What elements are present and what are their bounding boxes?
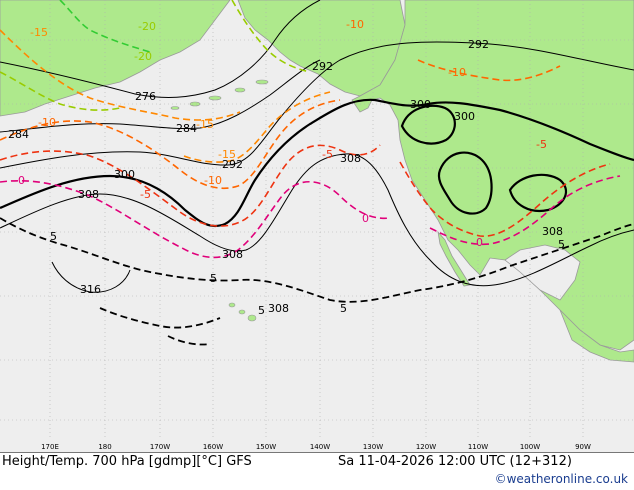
land-central-america [559,309,634,363]
height-label: 308 [542,225,563,238]
height-label: 292 [222,158,243,171]
isotherm-5 [0,217,634,303]
temp-label: 5 [558,238,565,251]
lon-label: 140W [309,443,331,451]
land-baja [437,230,471,287]
temp-label: -15 [218,148,236,161]
height-label: 308 [78,188,99,201]
lon-label: 110W [467,443,489,451]
temp-label: -10 [204,174,222,187]
lon-label: 170W [149,443,171,451]
height-label: 284 [176,122,197,135]
contour-276 [0,0,321,98]
temp-label: 5 [340,302,347,315]
lon-label: 100W [519,443,541,451]
temp-label: -20 [138,20,156,33]
isotherm-m25 [59,0,151,53]
temp-label: 5 [258,304,265,317]
isotherm-m10b [417,59,561,82]
lon-label: 170E [41,443,59,451]
footer-divider [0,452,634,453]
isotherm-m5 [0,144,381,227]
height-label: 292 [312,60,333,73]
height-label: 300 [410,98,431,111]
isotherm-m15b [183,91,331,163]
aleutian-islands [170,79,269,110]
lon-label: 150W [255,443,277,451]
land-siberia [0,0,231,117]
temp-label: -15 [196,118,214,131]
isotherm-m5b [399,161,611,237]
lon-label: 180 [98,443,112,451]
temp-label: 5 [210,272,217,285]
contour-308 [0,153,634,287]
height-label: 308 [222,248,243,261]
temp-label: 0 [476,236,483,249]
isotherm-m20 [0,71,121,111]
height-labels: 276 284 284 292 292 292 300 300 300 308 … [8,38,563,315]
temp-label: -10 [448,66,466,79]
height-label: 276 [135,90,156,103]
temp-label: -5 [140,188,151,201]
valid-time: Sa 11-04-2026 12:00 UTC (12+312) [338,454,572,469]
height-contours [0,0,634,293]
contour-300-closed-1 [400,104,456,145]
contour-300-thick [0,98,634,228]
temp-label: 0 [362,212,369,225]
isotherm-5b [99,307,221,329]
gulf-of-mexico [504,244,581,301]
map-title: Height/Temp. 700 hPa [gdmp][°C] GFS [2,454,252,469]
lon-label: 130W [362,443,384,451]
isotherm-m10 [0,99,341,190]
height-label: 308 [268,302,289,315]
height-label: 316 [80,283,101,296]
temp-labels: -20 -15 -15 -10 -10 -10 -10 -5 -5 -5 0 0… [18,18,565,317]
isotherm-m15 [0,29,241,121]
isotherms [0,0,634,346]
lon-label: 160W [202,443,224,451]
temp-label: -10 [38,116,56,129]
isotherm-5c [167,335,211,346]
temp-label: -5 [536,138,547,151]
contour-316 [51,261,131,293]
contour-300-closed-2 [437,151,493,215]
contour-300-closed-3 [508,173,568,213]
temp-label: -5 [322,148,333,161]
contour-292 [0,41,634,169]
temp-label: -20 [134,50,152,63]
temp-label: 0 [18,174,25,187]
temp-label: -10 [346,18,364,31]
weather-map: 276 284 284 292 292 292 300 300 300 308 … [0,0,634,452]
height-label: 292 [468,38,489,51]
height-label: 300 [114,168,135,181]
temp-label: -15 [30,26,48,39]
contour-284 [0,59,321,133]
isotherm-m20b [231,0,311,73]
map-footer: Height/Temp. 700 hPa [gdmp][°C] GFS Sa 1… [0,452,634,490]
height-label: 284 [8,128,29,141]
height-label: 308 [340,152,361,165]
hawaii-islands [228,302,257,322]
height-label: 300 [454,110,475,123]
isotherm-0 [0,179,391,259]
credit-link[interactable]: ©weatheronline.co.uk [494,472,628,486]
lon-label: 90W [575,443,591,451]
grid-lines [0,0,634,440]
lon-label: 120W [415,443,437,451]
temp-label: 5 [50,230,57,243]
